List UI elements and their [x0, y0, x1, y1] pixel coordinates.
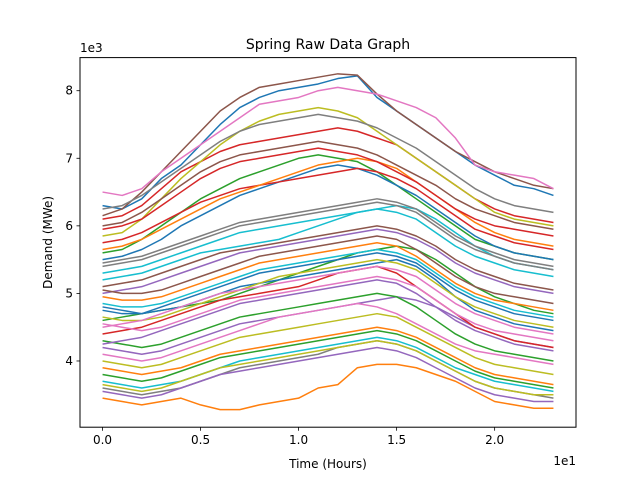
y-axis: 4 5 6 7 8 — [65, 84, 80, 368]
y-tick-label: 6 — [65, 219, 73, 233]
series-line-37 — [102, 275, 554, 342]
series-line-24 — [102, 167, 554, 251]
series-line-2 — [102, 363, 554, 411]
series-line-7 — [102, 86, 554, 197]
series-line-15 — [102, 228, 554, 295]
series-line-27 — [102, 265, 554, 335]
y-axis-multiplier: 1e3 — [80, 41, 103, 55]
series-line-30 — [102, 208, 554, 278]
series-line-6 — [102, 73, 554, 217]
series-line-36 — [102, 235, 554, 305]
y-tick-label: 8 — [65, 84, 73, 98]
series-line-28 — [102, 113, 554, 214]
x-tick-label: 1.5 — [387, 433, 406, 447]
y-tick-label: 5 — [65, 286, 73, 300]
series-line-9 — [102, 106, 554, 237]
series-line-35 — [102, 279, 554, 352]
x-tick-label: 1.0 — [289, 433, 308, 447]
chart-title: Spring Raw Data Graph — [246, 37, 410, 53]
series-line-25 — [102, 346, 554, 403]
x-axis-multiplier: 1e1 — [553, 454, 576, 468]
series-line-21 — [102, 164, 554, 261]
series-line-40 — [102, 248, 554, 318]
series-line-14 — [102, 265, 554, 349]
plot-frame — [79, 57, 577, 428]
series-line-34 — [102, 147, 554, 237]
x-tick-label: 0.0 — [93, 433, 112, 447]
series-line-31 — [102, 252, 554, 322]
y-tick-label: 4 — [65, 354, 73, 368]
series-line-18 — [102, 201, 554, 271]
y-tick-label: 7 — [65, 151, 73, 165]
series-line-26 — [102, 225, 554, 291]
series-line-16 — [102, 140, 554, 230]
series-line-22 — [102, 241, 554, 312]
series-line-29 — [102, 312, 554, 376]
series-line-19 — [102, 258, 554, 328]
series-line-17 — [102, 302, 554, 366]
x-axis: 0.0 0.5 1.0 1.5 2.0 — [93, 427, 504, 447]
series-line-12 — [102, 326, 554, 386]
x-tick-label: 0.5 — [191, 433, 210, 447]
series-layer — [102, 73, 554, 411]
x-axis-title: Time (Hours) — [288, 457, 367, 471]
x-tick-label: 2.0 — [485, 433, 504, 447]
series-line-23 — [102, 292, 554, 362]
series-line-32 — [102, 157, 554, 251]
series-line-39 — [102, 339, 554, 396]
y-axis-title: Demand (MWe) — [41, 196, 55, 289]
series-line-33 — [102, 329, 554, 389]
series-line-38 — [102, 198, 554, 268]
